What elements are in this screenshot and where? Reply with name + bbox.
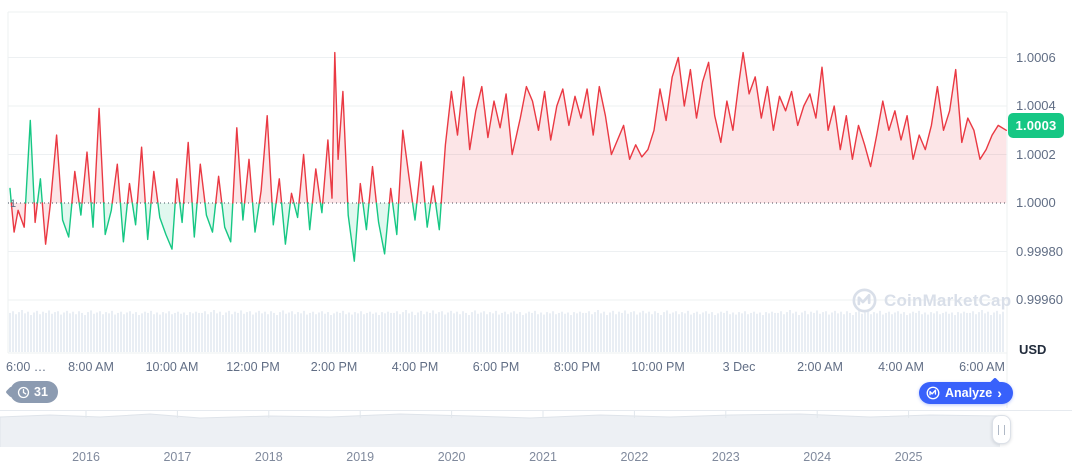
x-axis-label: 4:00 PM	[391, 360, 439, 374]
navigator-year-label: 2017	[163, 450, 192, 464]
history-annotations-badge[interactable]: 31	[10, 381, 58, 403]
navigator-year-label: 2018	[254, 450, 283, 464]
watermark-text: CoinMarketCap	[884, 290, 1012, 310]
x-axis-label: 2:00 AM	[797, 360, 843, 374]
x-axis-label: 3 Dec	[722, 360, 756, 374]
x-axis-label: 6:00 …	[6, 360, 47, 374]
navigator-year-label: 2016	[72, 450, 100, 464]
x-axis-label: 2:00 PM	[310, 360, 358, 374]
x-axis-label: 10:00 PM	[631, 360, 685, 374]
drag-grip-icon	[998, 424, 1005, 435]
y-axis-label: 1.0004	[1016, 98, 1056, 113]
current-price-badge: 1.0003	[1008, 113, 1064, 138]
baseline-label: 1	[10, 198, 16, 210]
coinmarketcap-watermark: CoinMarketCap	[852, 288, 1011, 313]
navigator-year-label: 2021	[529, 450, 557, 464]
x-axis-label: 8:00 AM	[68, 360, 114, 374]
clock-history-icon	[17, 386, 30, 398]
coinmarketcap-icon	[926, 386, 940, 400]
analyze-button-label: Analyze	[945, 386, 993, 400]
navigator-year-label: 2023	[711, 450, 740, 464]
y-axis-label: 0.99980	[1016, 243, 1063, 259]
x-axis-label: 10:00 AM	[145, 360, 199, 374]
y-axis-label: 1.0006	[1016, 49, 1056, 65]
chevron-right-icon: ›	[997, 384, 1002, 401]
navigator-drag-handle[interactable]	[992, 415, 1011, 444]
x-axis-label: 4:00 AM	[878, 360, 924, 374]
y-axis-label: 1.0000	[1016, 195, 1056, 210]
y-axis-unit: USD	[1019, 342, 1047, 357]
analyze-button[interactable]: Analyze ›	[919, 382, 1013, 404]
x-axis-label: 6:00 AM	[959, 360, 1005, 374]
navigator-year-label: 2025	[894, 450, 923, 464]
y-axis-label: 0.99960	[1016, 292, 1063, 307]
history-badge-count: 31	[34, 385, 48, 399]
x-axis-label: 12:00 PM	[226, 360, 280, 374]
y-axis-label: 1.0002	[1016, 146, 1056, 162]
navigator-year-label: 2024	[803, 450, 832, 464]
x-axis-label: 8:00 PM	[553, 360, 601, 374]
x-axis-label: 6:00 PM	[472, 360, 520, 374]
navigator-year-label: 2022	[620, 450, 649, 464]
coinmarketcap-logo-icon	[852, 288, 877, 313]
navigator-year-label: 2019	[346, 450, 375, 464]
navigator-year-label: 2020	[437, 450, 466, 464]
